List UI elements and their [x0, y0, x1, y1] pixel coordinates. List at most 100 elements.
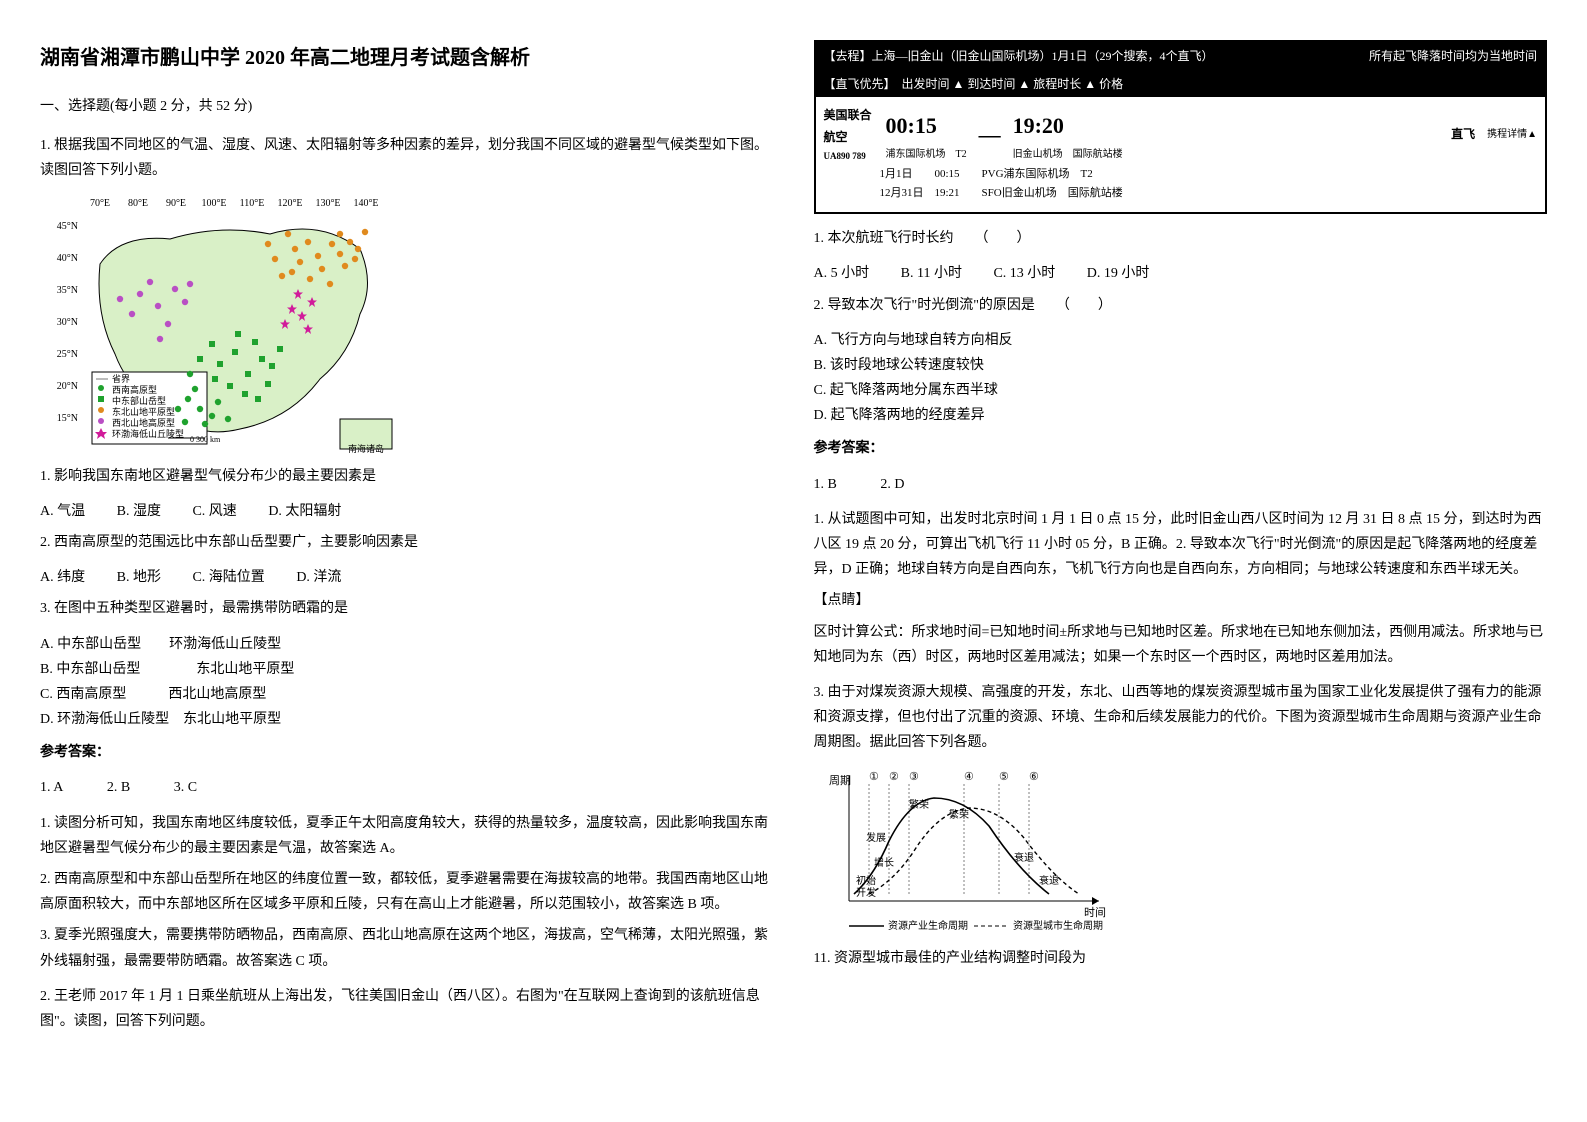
- q3-chart: 周期 时间 ①②③④⑤⑥ 开发初始增长发展繁荣繁荣衰退衰退 资源产业生命周期 资…: [814, 766, 1114, 936]
- svg-text:20°N: 20°N: [57, 381, 78, 392]
- option: D. 19 小时: [1087, 261, 1150, 286]
- q3-sub1: 11. 资源型城市最佳的产业结构调整时间段为: [814, 946, 1548, 971]
- q2-expl: 1. 从试题图中可知，出发时北京时间 1 月 1 日 0 点 15 分，此时旧金…: [814, 507, 1548, 583]
- svg-text:西南高原型: 西南高原型: [112, 384, 157, 395]
- svg-text:0 300 km: 0 300 km: [190, 435, 221, 444]
- q1-sub2: 2. 西南高原型的范围远比中东部山岳型要广，主要影响因素是: [40, 530, 774, 555]
- answer-label: 参考答案：: [40, 740, 774, 765]
- option: C. 风速: [192, 499, 236, 524]
- arrow-icon: —: [979, 115, 1001, 155]
- option: D. 洋流: [296, 565, 341, 590]
- option: B. 该时段地球公转速度较快: [814, 353, 1159, 378]
- q2-sub2: 2. 导致本次飞行"时光倒流"的原因是 （ ）: [814, 293, 1548, 318]
- q1-sub3: 3. 在图中五种类型区避暑时，最需携带防晒霜的是: [40, 596, 774, 621]
- departure-airport: 浦东国际机场 T2: [886, 146, 967, 164]
- option: B. 中东部山岳型 东北山地平原型: [40, 657, 392, 682]
- flight-header-right: 所有起飞降落时间均为当地时间: [1369, 46, 1537, 68]
- q1-expl2: 2. 西南高原型和中东部山岳型所在地区的纬度位置一致，都较低，夏季避暑需要在海拔…: [40, 867, 774, 917]
- option: A. 纬度: [40, 565, 85, 590]
- svg-text:90°E: 90°E: [166, 198, 186, 209]
- section-header: 一、选择题(每小题 2 分，共 52 分): [40, 94, 774, 119]
- q2-stem: 2. 王老师 2017 年 1 月 1 日乘坐航班从上海出发，飞往美国旧金山（西…: [40, 984, 774, 1034]
- q1-sub1-options: A. 气温 B. 湿度 C. 风速 D. 太阳辐射: [40, 499, 774, 524]
- answer: 2. D: [880, 472, 904, 497]
- svg-text:周期: 周期: [829, 774, 851, 787]
- svg-text:环渤海低山丘陵型: 环渤海低山丘陵型: [112, 428, 184, 439]
- svg-text:70°E: 70°E: [90, 198, 110, 209]
- answer-label: 参考答案：: [814, 436, 1548, 461]
- q1-stem: 1. 根据我国不同地区的气温、湿度、风速、太阳辐射等多种因素的差异，划分我国不同…: [40, 133, 774, 183]
- option: A. 5 小时: [814, 261, 870, 286]
- svg-text:130°E: 130°E: [315, 198, 340, 209]
- option: B. 湿度: [117, 499, 161, 524]
- svg-text:100°E: 100°E: [201, 198, 226, 209]
- svg-text:②: ②: [889, 771, 899, 783]
- svg-text:80°E: 80°E: [128, 198, 148, 209]
- svg-text:发展: 发展: [866, 831, 886, 844]
- svg-text:35°N: 35°N: [57, 285, 78, 296]
- option: B. 11 小时: [901, 261, 962, 286]
- option: C. 西南高原型 西北山地高原型: [40, 682, 392, 707]
- option: A. 飞行方向与地球自转方向相反: [814, 328, 1159, 353]
- answer: 3. C: [174, 775, 197, 800]
- q2-sub2-options: A. 飞行方向与地球自转方向相反 B. 该时段地球公转速度较快 C. 起飞降落两…: [814, 328, 1548, 429]
- svg-text:①: ①: [869, 771, 879, 783]
- svg-text:南海诸岛: 南海诸岛: [348, 443, 384, 454]
- flight-line3: 12月31日 19:21 SFO旧金山机场 国际航站楼: [880, 184, 1538, 204]
- option: D. 环渤海低山丘陵型 东北山地平原型: [40, 707, 392, 732]
- svg-text:140°E: 140°E: [353, 198, 378, 209]
- svg-text:25°N: 25°N: [57, 349, 78, 360]
- option: D. 起飞降落两地的经度差异: [814, 403, 1159, 428]
- q2-hint: 区时计算公式：所求地时间=已知地时间±所求地与已知地时区差。所求地在已知地东侧加…: [814, 620, 1548, 670]
- svg-text:初始: 初始: [856, 874, 876, 887]
- page-title: 湖南省湘潭市鹏山中学 2020 年高二地理月考试题含解析: [40, 40, 774, 76]
- q1-sub3-options: A. 中东部山岳型 环渤海低山丘陵型 B. 中东部山岳型 东北山地平原型 C. …: [40, 632, 774, 733]
- svg-text:省界: 省界: [112, 373, 130, 384]
- svg-text:15°N: 15°N: [57, 413, 78, 424]
- svg-text:时间: 时间: [1084, 906, 1106, 919]
- q1-expl3: 3. 夏季光照强度大，需要携带防晒物品，西南高原、西北山地高原在这两个地区，海拔…: [40, 923, 774, 973]
- q2-sub1: 1. 本次航班飞行时长约 （ ）: [814, 226, 1548, 251]
- svg-text:增长: 增长: [874, 856, 894, 869]
- svg-text:资源产业生命周期: 资源产业生命周期: [888, 919, 968, 932]
- q1-map: 70°E80°E90°E100°E110°E120°E130°E140°E 45…: [40, 194, 400, 454]
- flight-number: UA890 789: [824, 148, 874, 164]
- svg-text:120°E: 120°E: [277, 198, 302, 209]
- hint-label: 【点睛】: [814, 588, 1548, 613]
- option: B. 地形: [117, 565, 161, 590]
- svg-text:繁荣: 繁荣: [909, 798, 929, 811]
- q2-sub1-options: A. 5 小时 B. 11 小时 C. 13 小时 D. 19 小时: [814, 261, 1548, 286]
- svg-text:开发: 开发: [856, 886, 876, 899]
- ops-label: 携程详情▲: [1487, 126, 1537, 144]
- svg-text:④: ④: [964, 771, 974, 783]
- svg-text:衰退: 衰退: [1039, 874, 1059, 887]
- q1-sub1: 1. 影响我国东南地区避暑型气候分布少的最主要因素是: [40, 464, 774, 489]
- flight-info-table: 【去程】上海—旧金山（旧金山国际机场）1月1日（29个搜索，4个直飞） 所有起飞…: [814, 40, 1548, 214]
- q1-sub2-options: A. 纬度 B. 地形 C. 海陆位置 D. 洋流: [40, 565, 774, 590]
- arrival-airport: 旧金山机场 国际航站楼: [1013, 146, 1123, 164]
- direct-label: 直飞: [1451, 124, 1475, 146]
- option: C. 13 小时: [993, 261, 1055, 286]
- departure-time: 00:15: [886, 113, 937, 138]
- option: A. 中东部山岳型 环渤海低山丘陵型: [40, 632, 392, 657]
- svg-text:西北山地高原型: 西北山地高原型: [112, 417, 175, 428]
- q2-answers: 1. B 2. D: [814, 472, 1548, 497]
- q3-stem: 3. 由于对煤炭资源大规模、高强度的开发，东北、山西等地的煤炭资源型城市虽为国家…: [814, 680, 1548, 756]
- svg-text:110°E: 110°E: [240, 198, 265, 209]
- option: A. 气温: [40, 499, 85, 524]
- option: D. 太阳辐射: [268, 499, 341, 524]
- svg-text:40°N: 40°N: [57, 253, 78, 264]
- flight-line2: 1月1日 00:15 PVG浦东国际机场 T2: [880, 165, 1538, 185]
- answer: 1. B: [814, 472, 837, 497]
- svg-text:资源型城市生命周期: 资源型城市生命周期: [1013, 919, 1103, 932]
- flight-filter-row: 【直飞优先】 出发时间 ▲ 到达时间 ▲ 旅程时长 ▲ 价格: [816, 72, 1546, 98]
- arrival-time: 19:20: [1013, 113, 1064, 138]
- q1-answers: 1. A 2. B 3. C: [40, 775, 774, 800]
- flight-header-left: 【去程】上海—旧金山（旧金山国际机场）1月1日（29个搜索，4个直飞）: [824, 46, 1214, 68]
- svg-text:⑥: ⑥: [1029, 771, 1039, 783]
- answer: 1. A: [40, 775, 63, 800]
- svg-text:繁荣: 繁荣: [949, 808, 969, 821]
- svg-text:30°N: 30°N: [57, 317, 78, 328]
- svg-text:东北山地平原型: 东北山地平原型: [112, 406, 175, 417]
- q1-expl1: 1. 读图分析可知，我国东南地区纬度较低，夏季正午太阳高度角较大，获得的热量较多…: [40, 811, 774, 861]
